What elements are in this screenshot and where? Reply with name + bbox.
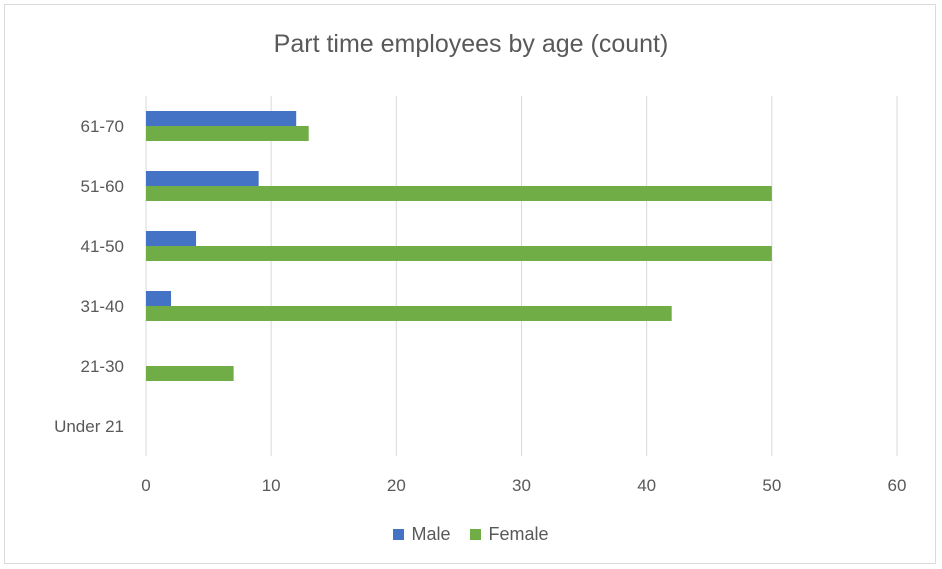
- bar-female-1: [146, 366, 234, 381]
- legend-swatch-female: [470, 529, 482, 540]
- x-tick-label-4: 40: [637, 476, 656, 495]
- bar-male-4: [146, 171, 259, 186]
- legend-item-male: Male: [393, 524, 450, 545]
- chart-frame: [4, 4, 936, 564]
- x-tick-label-3: 30: [512, 476, 531, 495]
- y-tick-label-0: Under 21: [54, 417, 124, 436]
- bar-male-5: [146, 111, 297, 126]
- legend-swatch-male: [393, 529, 405, 540]
- bar-female-5: [146, 126, 309, 141]
- chart-legend: Male Female: [0, 524, 942, 545]
- y-tick-label-4: 51-60: [81, 177, 124, 196]
- x-tick-label-5: 50: [762, 476, 781, 495]
- y-tick-label-5: 61-70: [81, 117, 124, 136]
- bar-male-3: [146, 231, 197, 246]
- x-tick-label-6: 60: [888, 476, 907, 495]
- chart-title: Part time employees by age (count): [273, 30, 669, 58]
- x-tick-label-1: 10: [262, 476, 281, 495]
- x-tick-label-0: 0: [141, 476, 150, 495]
- bar-female-2: [146, 306, 672, 321]
- y-tick-label-3: 41-50: [81, 237, 124, 256]
- legend-item-female: Female: [470, 524, 549, 545]
- bar-male-2: [146, 291, 172, 306]
- y-tick-label-2: 31-40: [81, 297, 124, 316]
- bar-female-3: [146, 246, 772, 261]
- legend-label-female: Female: [488, 524, 549, 544]
- x-tick-label-2: 20: [387, 476, 406, 495]
- bar-female-4: [146, 186, 772, 201]
- legend-label-male: Male: [411, 524, 451, 544]
- y-tick-label-1: 21-30: [81, 357, 124, 376]
